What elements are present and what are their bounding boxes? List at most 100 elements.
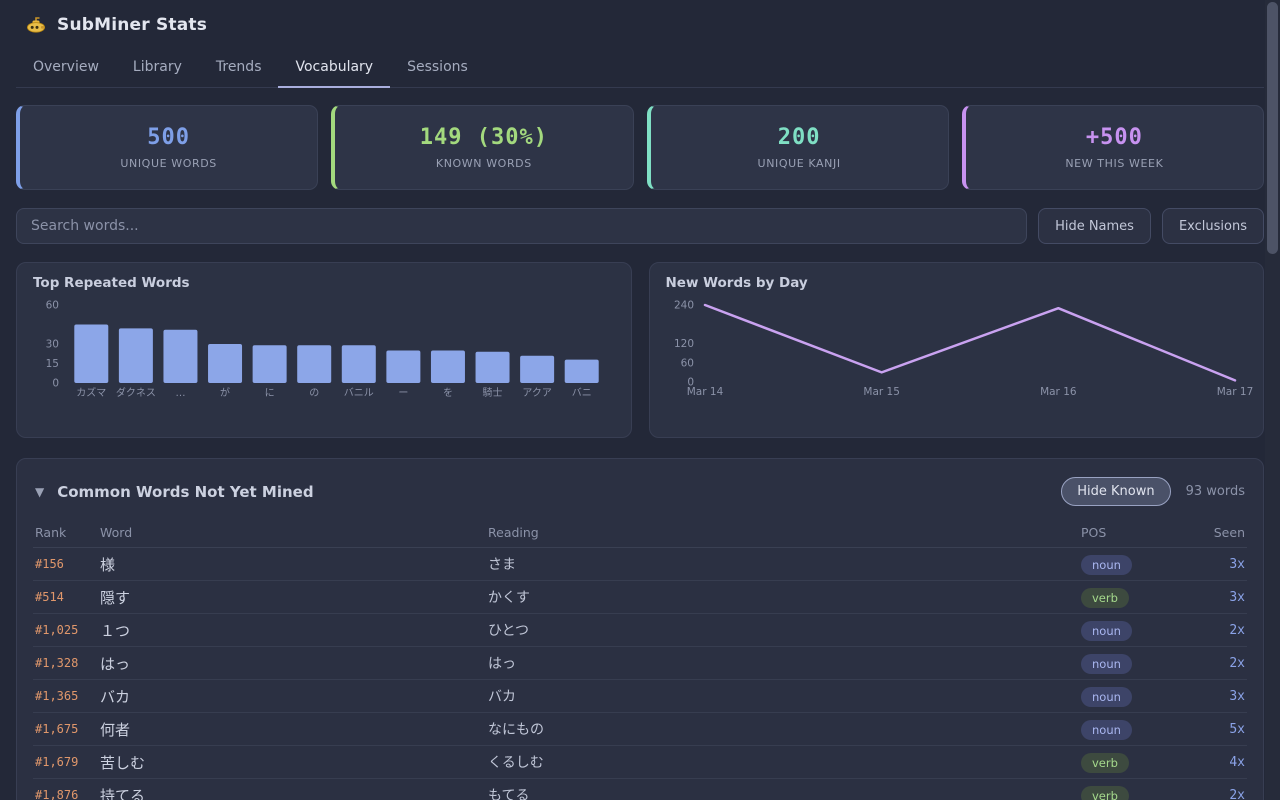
- col-header-seen: Seen: [1213, 525, 1245, 540]
- scrollbar-track[interactable]: [1265, 0, 1280, 800]
- svg-text:Mar 15: Mar 15: [863, 386, 900, 398]
- reading-cell: はっ: [488, 656, 516, 672]
- common-words-title: Common Words Not Yet Mined: [57, 482, 314, 501]
- common-words-panel: ▼ Common Words Not Yet Mined Hide Known …: [16, 458, 1264, 800]
- new-words-by-day-line-chart: 0 60 120 240 Mar 14 Mar 15 Mar 16 Mar 17: [673, 300, 1252, 399]
- svg-text:0: 0: [52, 378, 59, 390]
- col-header-pos: POS: [1081, 525, 1107, 540]
- svg-text:120: 120: [673, 338, 693, 350]
- rank-cell: #1,365: [35, 689, 79, 703]
- table-row[interactable]: #1,365 バカ バカ noun 3x: [33, 680, 1247, 713]
- scrollbar-thumb[interactable]: [1267, 2, 1278, 254]
- col-header-reading: Reading: [488, 525, 539, 540]
- reading-cell: なにもの: [488, 722, 544, 738]
- word-cell: 何者: [100, 720, 131, 739]
- svg-text:Mar 16: Mar 16: [1040, 386, 1077, 398]
- seen-cell: 2x: [1229, 655, 1245, 671]
- svg-text:15: 15: [46, 358, 59, 370]
- table-row[interactable]: #156 様 さま noun 3x: [33, 548, 1247, 581]
- rank-cell: #1,679: [35, 755, 79, 769]
- svg-text:アクア: アクア: [522, 387, 552, 399]
- unique-kanji-value: 200: [777, 125, 821, 150]
- unique-kanji-label: UNIQUE KANJI: [757, 157, 841, 170]
- controls-row: Hide Names Exclusions: [16, 208, 1264, 244]
- hide-known-button[interactable]: Hide Known: [1061, 477, 1171, 506]
- rank-cell: #1,025: [35, 623, 79, 637]
- line-chart-title: New Words by Day: [665, 275, 808, 291]
- tab-sessions[interactable]: Sessions: [407, 59, 468, 75]
- app-header: SubMiner Stats: [16, 0, 1264, 35]
- rank-cell: #1,876: [35, 788, 79, 800]
- word-cell: はっ: [100, 654, 131, 673]
- svg-text:0: 0: [687, 377, 694, 389]
- pos-badge: noun: [1081, 719, 1132, 740]
- seen-cell: 3x: [1229, 556, 1245, 572]
- stats-row: 500 UNIQUE WORDS 149 (30%) KNOWN WORDS 2…: [16, 105, 1264, 190]
- svg-text:バニ: バニ: [572, 387, 592, 399]
- pos-badge: verb: [1081, 587, 1129, 608]
- svg-text:30: 30: [46, 339, 59, 351]
- stat-card-new-this-week: +500 NEW THIS WEEK: [961, 105, 1264, 190]
- new-this-week-value: +500: [1085, 125, 1143, 150]
- rank-cell: #1,675: [35, 722, 79, 736]
- word-cell: 苦しむ: [100, 753, 146, 772]
- stat-card-known-words: 149 (30%) KNOWN WORDS: [331, 105, 634, 190]
- known-words-value: 149 (30%): [419, 125, 548, 150]
- word-cell: 様: [100, 555, 116, 574]
- unique-words-value: 500: [147, 125, 190, 150]
- word-cell: １つ: [100, 621, 131, 640]
- pos-badge: noun: [1081, 620, 1132, 641]
- search-input[interactable]: [16, 208, 1028, 244]
- tab-trends[interactable]: Trends: [215, 59, 262, 75]
- rank-cell: #514: [35, 590, 64, 604]
- pos-badge: noun: [1081, 686, 1132, 707]
- table-row[interactable]: #1,679 苦しむ くるしむ verb 4x: [33, 746, 1247, 779]
- col-header-word: Word: [100, 525, 133, 540]
- seen-cell: 3x: [1229, 589, 1245, 605]
- stat-card-unique-words: 500 UNIQUE WORDS: [16, 105, 319, 190]
- hide-names-button[interactable]: Hide Names: [1038, 208, 1151, 244]
- svg-text:ー: ー: [398, 388, 408, 399]
- rank-cell: #156: [35, 557, 64, 571]
- svg-text:に: に: [265, 387, 275, 399]
- reading-cell: もてる: [488, 788, 530, 800]
- reading-cell: バカ: [488, 689, 516, 705]
- reading-cell: くるしむ: [488, 755, 544, 771]
- charts-row: Top Repeated Words 0 15 30 60 カズマ ダクネス … が に の バニル…: [16, 262, 1264, 438]
- svg-text:60: 60: [46, 300, 59, 312]
- unique-words-label: UNIQUE WORDS: [120, 157, 217, 170]
- table-row[interactable]: #1,675 何者 なにもの noun 5x: [33, 713, 1247, 746]
- svg-text:240: 240: [673, 300, 693, 312]
- exclusions-button[interactable]: Exclusions: [1161, 208, 1264, 244]
- tab-overview[interactable]: Overview: [33, 59, 99, 75]
- table-row[interactable]: #1,328 はっ はっ noun 2x: [33, 647, 1247, 680]
- tab-bar: Overview Library Trends Vocabulary Sessi…: [16, 49, 1264, 88]
- new-words-by-day-panel: New Words by Day 0 60 120 240 Mar 14 Mar 15 Ma…: [648, 262, 1264, 438]
- submarine-icon: [26, 15, 46, 35]
- word-count: 93 words: [1185, 484, 1245, 499]
- known-words-label: KNOWN WORDS: [435, 157, 532, 170]
- top-repeated-words-bar-chart: 0 15 30 60 カズマ ダクネス … が に の バニル ー を 騎士 アクア バニ: [46, 300, 599, 399]
- svg-text:Mar 14: Mar 14: [686, 386, 723, 398]
- word-cell: 隠す: [100, 588, 131, 607]
- collapse-triangle-icon[interactable]: ▼: [35, 484, 45, 499]
- svg-text:…: …: [175, 388, 185, 399]
- reading-cell: ひとつ: [488, 623, 530, 639]
- tab-library[interactable]: Library: [132, 59, 182, 75]
- svg-text:ダクネス: ダクネス: [116, 386, 156, 399]
- svg-text:バニル: バニル: [344, 387, 374, 399]
- page-title: SubMiner Stats: [57, 15, 208, 35]
- seen-cell: 2x: [1229, 622, 1245, 638]
- svg-text:を: を: [443, 387, 453, 399]
- bar-chart-title: Top Repeated Words: [33, 275, 190, 291]
- rank-cell: #1,328: [35, 656, 79, 670]
- table-row[interactable]: #514 隠す かくす verb 3x: [33, 581, 1247, 614]
- new-this-week-label: NEW THIS WEEK: [1065, 157, 1164, 170]
- seen-cell: 5x: [1229, 721, 1245, 737]
- tab-vocabulary[interactable]: Vocabulary: [278, 49, 391, 88]
- table-row[interactable]: #1,876 持てる もてる verb 2x: [33, 779, 1247, 800]
- common-words-header: ▼ Common Words Not Yet Mined Hide Known …: [33, 473, 1247, 518]
- table-row[interactable]: #1,025 １つ ひとつ noun 2x: [33, 614, 1247, 647]
- svg-text:の: の: [309, 388, 319, 399]
